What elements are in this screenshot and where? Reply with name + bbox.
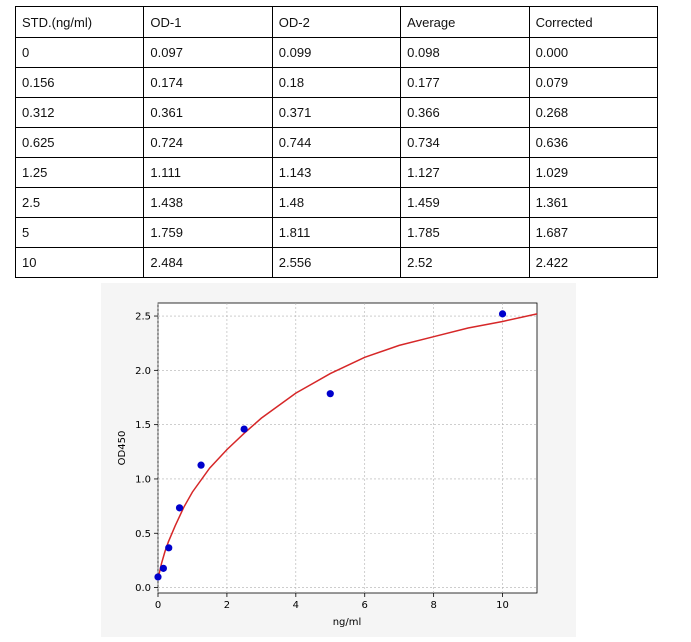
x-tick-label: 10: [496, 600, 509, 611]
table-cell: 0.177: [400, 67, 530, 98]
table-cell: 0.097: [143, 37, 273, 68]
table-cell: 1.111: [143, 157, 273, 188]
table-cell: 0: [14, 37, 145, 68]
table-cell: 0.079: [528, 67, 659, 98]
chart-svg: 0 2 4 6 8 10 0.0 0.5 1.0 1.5 2.0 2.5 ng/ml OD450: [101, 283, 576, 637]
standard-curve-table: STD.(ng/ml) OD-1 OD-2 Average Corrected …: [14, 6, 659, 278]
table-cell: 5: [14, 217, 145, 248]
x-tick-label: 0: [155, 600, 161, 611]
axis-ticks: 0 2 4 6 8 10 0.0 0.5 1.0 1.5 2.0 2.5: [135, 312, 509, 611]
data-point: [240, 425, 248, 433]
table-cell: 1.361: [528, 187, 659, 218]
x-tick-label: 2: [224, 600, 230, 611]
standard-curve-chart: 0 2 4 6 8 10 0.0 0.5 1.0 1.5 2.0 2.5 ng/ml OD450: [101, 283, 576, 637]
table-row: 0 0.097 0.099 0.098 0.000: [14, 37, 659, 68]
x-tick-label: 4: [293, 600, 299, 611]
header-corrected: Corrected: [528, 6, 659, 38]
y-tick-label: 2.0: [135, 366, 151, 377]
table-row: 10 2.484 2.556 2.52 2.422: [14, 247, 659, 278]
table-cell: 0.625: [14, 127, 145, 158]
table-cell: 10: [14, 247, 145, 278]
table-cell: 1.438: [143, 187, 273, 218]
table-cell: 0.361: [143, 97, 273, 128]
table-cell: 0.156: [14, 67, 145, 98]
table-cell: 0.18: [271, 67, 402, 98]
y-tick-label: 2.5: [135, 312, 151, 323]
table-cell: 1.785: [400, 217, 530, 248]
table-cell: 0.098: [400, 37, 530, 68]
data-points: [154, 310, 507, 581]
header-od1: OD-1: [143, 6, 273, 38]
grid: [157, 303, 537, 593]
table-cell: 1.459: [400, 187, 530, 218]
table-cell: 0.099: [271, 37, 402, 68]
table-header-row: STD.(ng/ml) OD-1 OD-2 Average Corrected: [14, 6, 659, 38]
table-cell: 1.811: [271, 217, 402, 248]
fit-curve-group: [157, 313, 538, 580]
table-cell: 0.744: [271, 127, 402, 158]
data-point: [165, 544, 173, 552]
y-axis-label: OD450: [117, 431, 128, 466]
table-cell: 1.759: [143, 217, 273, 248]
table-cell: 1.143: [271, 157, 402, 188]
data-point: [197, 461, 205, 469]
table-row: 5 1.759 1.811 1.785 1.687: [14, 217, 659, 248]
fit-curve-line: [157, 313, 538, 580]
table-cell: 0.312: [14, 97, 145, 128]
table-row: 1.25 1.111 1.143 1.127 1.029: [14, 157, 659, 188]
table-row: 0.312 0.361 0.371 0.366 0.268: [14, 97, 659, 128]
y-tick-label: 0.0: [135, 583, 151, 594]
data-point: [498, 310, 507, 318]
y-tick-label: 0.5: [135, 529, 151, 540]
data-point: [175, 504, 184, 512]
table-cell: 1.127: [400, 157, 530, 188]
table-cell: 2.5: [14, 187, 145, 218]
table-cell: 0.371: [271, 97, 402, 128]
data-point: [154, 573, 162, 581]
table-cell: 2.52: [400, 247, 530, 278]
table-row: 0.625 0.724 0.744 0.734 0.636: [14, 127, 659, 158]
table-cell: 0.000: [528, 37, 659, 68]
table-row: 2.5 1.438 1.48 1.459 1.361: [14, 187, 659, 218]
table-cell: 2.484: [143, 247, 273, 278]
plot-area: [157, 302, 538, 594]
data-point: [326, 390, 334, 398]
header-average: Average: [400, 6, 530, 38]
y-tick-label: 1.0: [135, 474, 151, 485]
x-axis-label: ng/ml: [333, 617, 362, 628]
table-cell: 0.724: [143, 127, 273, 158]
header-std: STD.(ng/ml): [14, 6, 145, 38]
table-cell: 1.687: [528, 217, 659, 248]
table-cell: 0.734: [400, 127, 530, 158]
table-cell: 1.25: [14, 157, 145, 188]
y-tick-label: 1.5: [135, 420, 151, 431]
table-cell: 0.366: [400, 97, 530, 128]
table-cell: 0.174: [143, 67, 273, 98]
header-od2: OD-2: [271, 6, 402, 38]
table-row: 0.156 0.174 0.18 0.177 0.079: [14, 67, 659, 98]
table-cell: 2.422: [528, 247, 659, 278]
table-cell: 1.029: [528, 157, 659, 188]
x-tick-label: 8: [430, 600, 436, 611]
table-cell: 0.268: [528, 97, 659, 128]
x-tick-label: 6: [362, 600, 368, 611]
table-body: 0 0.097 0.099 0.098 0.000 0.156 0.174 0.18 0.177…: [14, 37, 659, 278]
table-cell: 2.556: [271, 247, 402, 278]
data-point: [159, 564, 167, 572]
table-cell: 1.48: [271, 187, 402, 218]
table-cell: 0.636: [528, 127, 659, 158]
